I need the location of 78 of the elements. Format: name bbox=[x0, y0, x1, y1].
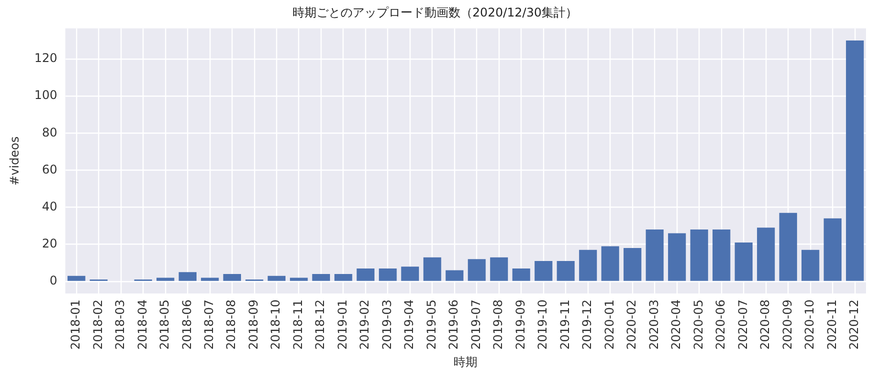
chart-title: 時期ごとのアップロード動画数（2020/12/30集計） bbox=[292, 5, 578, 20]
bar bbox=[668, 233, 686, 281]
bar bbox=[757, 228, 775, 281]
x-tick-label: 2019-02 bbox=[358, 299, 372, 350]
x-tick-label: 2020-10 bbox=[802, 299, 817, 350]
x-tick-label: 2020-06 bbox=[714, 299, 728, 350]
bar bbox=[290, 278, 308, 281]
bar bbox=[156, 278, 174, 281]
x-tick-label: 2018-01 bbox=[68, 299, 83, 350]
bar bbox=[824, 218, 842, 281]
bar bbox=[846, 40, 864, 281]
y-tick-label: 80 bbox=[42, 125, 58, 140]
x-tick-label: 2018-05 bbox=[158, 299, 172, 350]
bar bbox=[512, 268, 530, 281]
x-tick-label: 2018-08 bbox=[224, 299, 238, 350]
x-tick-label: 2019-01 bbox=[335, 299, 350, 350]
x-tick-label: 2019-07 bbox=[468, 299, 483, 350]
x-tick-label: 2018-03 bbox=[113, 299, 128, 350]
bar bbox=[779, 212, 798, 281]
x-tick-label: 2019-04 bbox=[402, 299, 416, 350]
bar bbox=[601, 246, 620, 281]
x-tick-label: 2020-09 bbox=[780, 299, 794, 350]
bar bbox=[802, 250, 820, 281]
bar bbox=[223, 274, 242, 281]
y-tick-label: 100 bbox=[34, 88, 58, 102]
bar bbox=[401, 266, 419, 281]
x-axis-title: 時期 bbox=[454, 354, 478, 369]
x-tick-label: 2018-07 bbox=[202, 299, 216, 350]
x-tick-label: 2020-12 bbox=[847, 299, 862, 350]
bar bbox=[690, 230, 708, 281]
y-tick-label: 60 bbox=[42, 162, 58, 176]
y-tick-label: 120 bbox=[34, 51, 58, 66]
bar bbox=[534, 261, 552, 281]
y-tick-label: 20 bbox=[42, 236, 58, 250]
x-tick-label: 2019-09 bbox=[513, 299, 528, 350]
x-tick-label: 2019-06 bbox=[446, 299, 461, 350]
bar bbox=[556, 261, 575, 281]
bar bbox=[646, 230, 664, 281]
y-tick-label: 0 bbox=[50, 274, 58, 288]
x-tick-label: 2019-11 bbox=[558, 299, 572, 350]
x-tick-label: 2020-11 bbox=[824, 299, 839, 350]
x-tick-label: 2020-05 bbox=[691, 299, 706, 350]
x-tick-label: 2020-03 bbox=[646, 299, 661, 350]
bar bbox=[579, 250, 597, 281]
x-tick-label: 2020-07 bbox=[736, 299, 750, 350]
x-tick-label: 2018-06 bbox=[180, 299, 194, 350]
x-tick-label: 2020-04 bbox=[669, 299, 684, 350]
x-tick-label: 2018-10 bbox=[268, 299, 283, 350]
x-tick-label: 2019-10 bbox=[536, 299, 550, 350]
x-tick-label: 2018-12 bbox=[313, 299, 328, 350]
x-tick-label: 2019-08 bbox=[491, 299, 506, 350]
bar bbox=[178, 272, 197, 281]
x-tick-label: 2018-04 bbox=[135, 299, 150, 350]
bar bbox=[734, 242, 753, 281]
bar bbox=[423, 257, 442, 281]
y-tick-label: 40 bbox=[42, 199, 58, 214]
x-tick-label: 2020-01 bbox=[602, 299, 616, 350]
bar bbox=[378, 268, 397, 281]
bar bbox=[334, 274, 352, 281]
bar bbox=[200, 278, 219, 281]
bar bbox=[312, 274, 330, 281]
bar bbox=[624, 248, 642, 281]
y-axis-title: #videos bbox=[7, 136, 22, 186]
x-tick-label: 2018-02 bbox=[90, 299, 105, 350]
bar bbox=[268, 276, 286, 281]
x-tick-label: 2019-05 bbox=[424, 299, 438, 350]
x-tick-label: 2020-08 bbox=[758, 299, 772, 350]
bar bbox=[446, 270, 464, 281]
bar bbox=[490, 257, 508, 281]
x-tick-label: 2018-11 bbox=[290, 299, 305, 350]
bar bbox=[712, 230, 730, 281]
x-tick-label: 2019-12 bbox=[580, 299, 594, 350]
bar bbox=[468, 259, 486, 281]
x-tick-label: 2018-09 bbox=[246, 299, 260, 350]
bar bbox=[356, 268, 374, 281]
x-tick-label: 2019-03 bbox=[380, 299, 394, 350]
bar bbox=[68, 276, 86, 281]
x-tick-label: 2020-02 bbox=[624, 299, 639, 350]
